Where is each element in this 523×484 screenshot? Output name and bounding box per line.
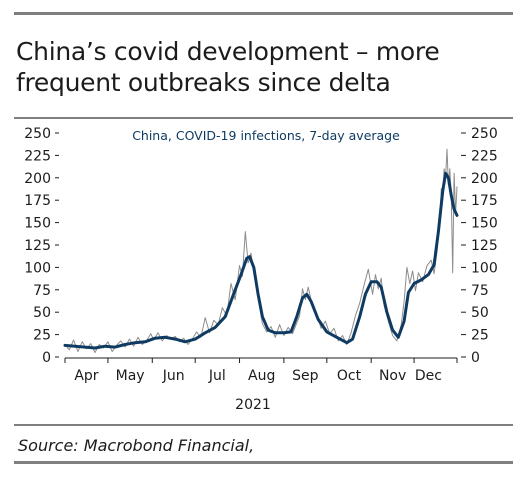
bottom-rule: [14, 461, 513, 464]
y-tick-label-left: 125: [24, 238, 51, 254]
source-note: Source: Macrobond Financial,: [18, 436, 255, 455]
y-tick-label-left: 225: [24, 148, 51, 164]
x-tick-label: Nov: [379, 368, 406, 384]
y-tick-label-right: 175: [471, 193, 498, 209]
y-tick-label-right: 25: [471, 328, 489, 344]
y-tick-label-left: 200: [24, 171, 51, 187]
y-tick-label-right: 150: [471, 216, 498, 232]
y-axis-left: 0 25 50 75 100 125 150 175 200 225 250: [24, 126, 59, 366]
y-tick-label-left: 25: [33, 328, 51, 344]
chart-title: China, COVID-19 infections, 7-day averag…: [132, 128, 400, 143]
y-tick-label-left: 175: [24, 193, 51, 209]
y-tick-label-left: 150: [24, 216, 51, 232]
x-tick-label: Aug: [248, 368, 275, 384]
header-rule: [14, 117, 513, 119]
y-tick-label-right: 225: [471, 148, 498, 164]
footer-rule: [14, 424, 513, 426]
x-axis-year-label: 2021: [235, 397, 271, 413]
series-line-daily: [64, 148, 458, 353]
y-tick-label-left: 75: [33, 283, 51, 299]
y-tick-label-right: 200: [471, 171, 498, 187]
x-tick-label: Oct: [337, 368, 362, 384]
y-tick-label-right: 125: [471, 238, 498, 254]
series-lines: [63, 148, 459, 353]
x-tick-label: Sep: [292, 368, 319, 384]
x-tick-label: Jun: [162, 368, 185, 384]
y-tick-label-right: 75: [471, 283, 489, 299]
y-tick-label-left: 50: [33, 305, 51, 321]
y-tick-label-right: 50: [471, 305, 489, 321]
x-tick-label: May: [116, 368, 145, 384]
y-tick-label-right: 250: [471, 126, 498, 142]
x-tick-label: Apr: [74, 368, 98, 384]
infections-line-chart: 0 25 50 75 100 125 150 175 200 225 250 0 25 50 75 100 1…: [24, 126, 498, 413]
x-tick-label: Dec: [415, 368, 442, 384]
series-line-7-day-average: [63, 171, 459, 350]
y-tick-label-right: 0: [471, 350, 480, 366]
top-rule: [14, 12, 513, 15]
x-tick-label: Jul: [208, 368, 226, 384]
y-axis-right: 0 25 50 75 100 125 150 175 200 225 250: [461, 126, 498, 366]
x-axis: Apr May Jun Jul Aug Sep Oct Nov Dec: [64, 357, 458, 384]
y-tick-label-left: 250: [24, 126, 51, 142]
y-tick-label-left: 100: [24, 260, 51, 276]
y-tick-label-left: 0: [42, 350, 51, 366]
chart-headline: China’s covid development – more frequen…: [16, 37, 440, 97]
chart-card: China’s covid development – more frequen…: [14, 12, 513, 464]
chart-area: 0 25 50 75 100 125 150 175 200 225 250 0 25 50 75 100 1…: [14, 122, 513, 424]
y-tick-label-right: 100: [471, 260, 498, 276]
